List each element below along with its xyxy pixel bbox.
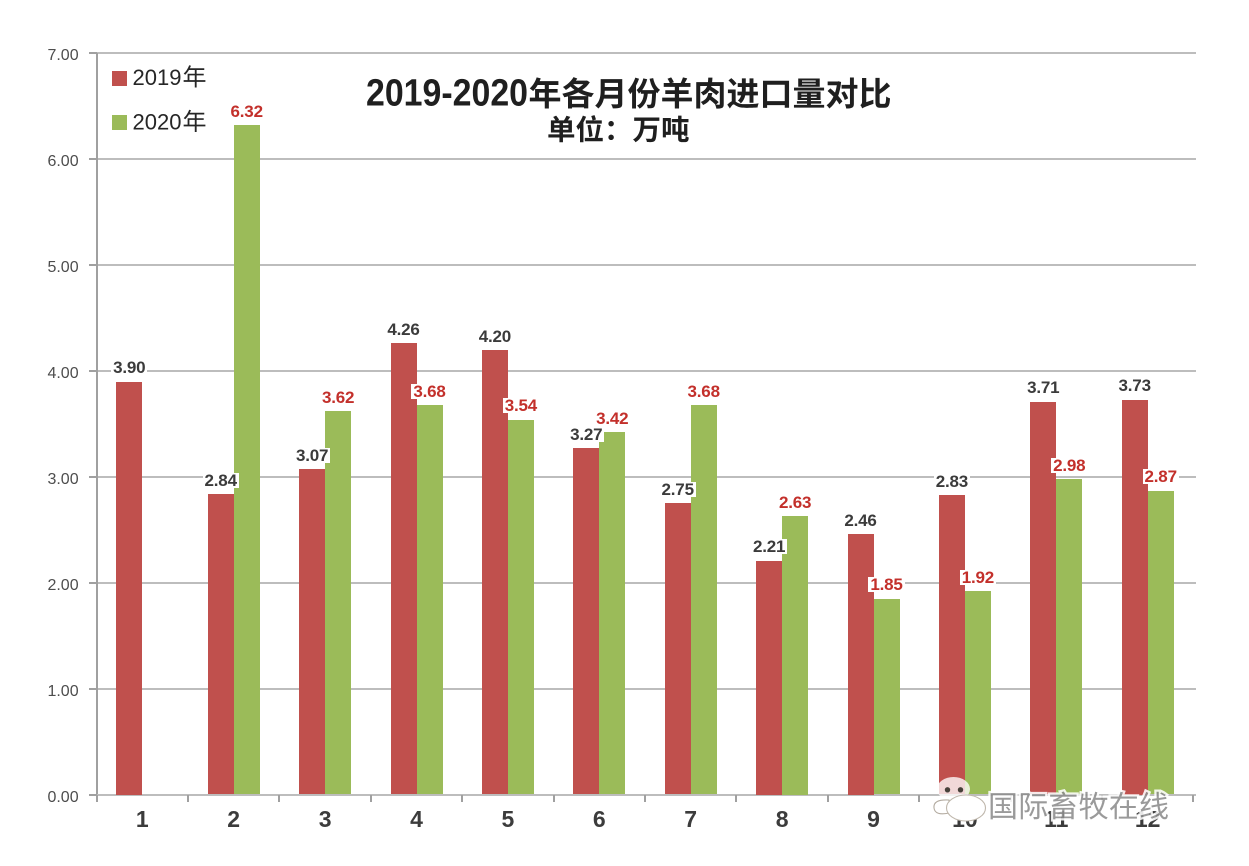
svg-text:2020: 2020: [133, 110, 182, 135]
svg-text:2019: 2019: [133, 65, 182, 90]
svg-text:2019-2020: 2019-2020: [366, 73, 528, 115]
